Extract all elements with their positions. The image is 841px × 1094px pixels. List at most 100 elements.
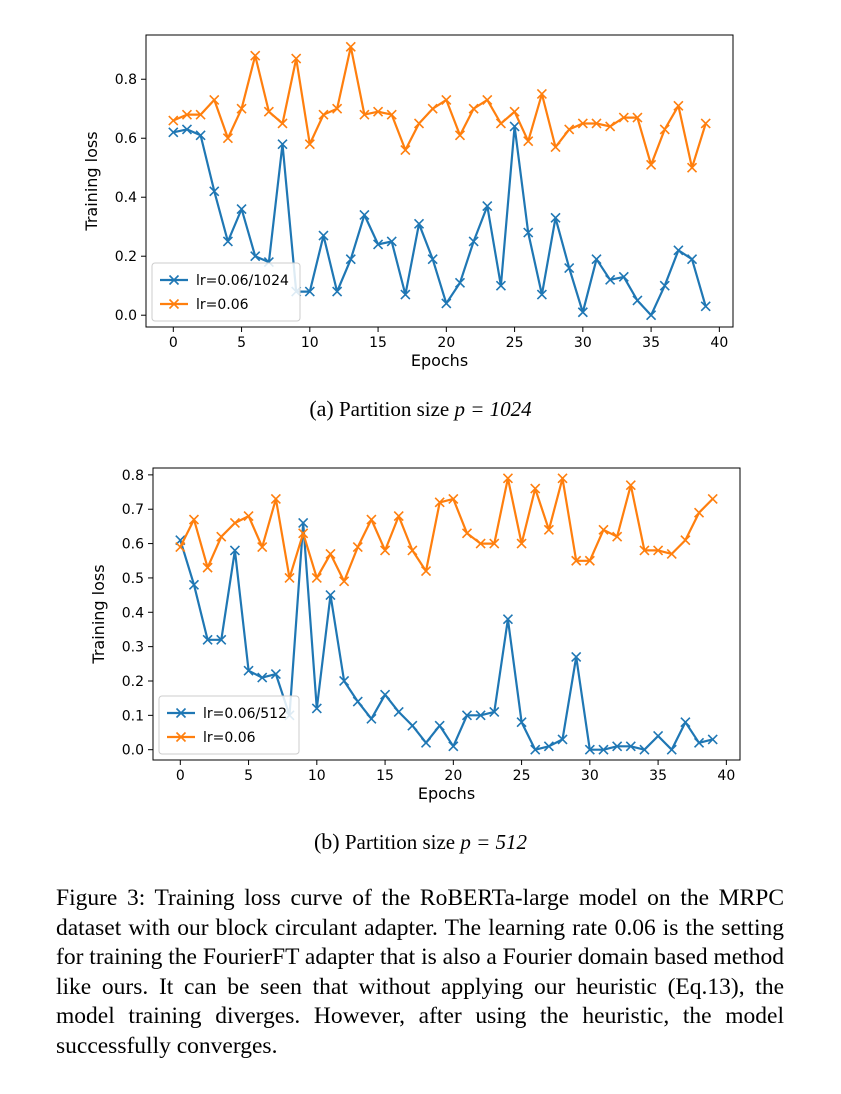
x-tick-label: 15	[376, 768, 394, 784]
data-point-marker	[693, 507, 705, 518]
data-point-marker	[216, 634, 227, 645]
data-point-marker	[646, 310, 657, 321]
data-point-marker	[311, 572, 322, 583]
data-point-marker	[482, 201, 493, 212]
data-point-marker	[345, 254, 356, 265]
data-point-marker	[564, 262, 575, 274]
y-tick-label: 0.1	[122, 708, 144, 724]
data-point-marker	[325, 548, 336, 559]
data-point-marker	[557, 734, 568, 745]
data-point-marker	[175, 541, 186, 553]
data-point-marker	[332, 286, 343, 297]
subcaption-b-text: Partition size	[344, 830, 456, 854]
data-point-marker	[530, 744, 541, 755]
data-point-marker	[168, 127, 179, 138]
data-point-marker	[686, 162, 698, 173]
data-point-marker	[680, 717, 691, 728]
subcaption-a-math: p = 1024	[454, 397, 532, 421]
data-point-marker	[618, 112, 629, 123]
data-point-marker	[550, 212, 561, 223]
data-point-marker	[393, 706, 404, 717]
x-tick-label: 0	[176, 768, 185, 784]
data-point-marker	[612, 741, 623, 752]
legend-label: lr=0.06/1024	[196, 273, 289, 289]
data-point-marker	[543, 524, 554, 535]
data-point-marker	[502, 473, 513, 484]
data-point-marker	[366, 514, 377, 525]
data-point-marker	[325, 590, 336, 601]
data-point-marker	[188, 579, 200, 590]
y-tick-label: 0.7	[122, 502, 144, 518]
data-point-marker	[222, 236, 233, 247]
data-point-marker	[352, 541, 363, 553]
x-tick-label: 40	[710, 335, 728, 351]
data-point-marker	[666, 744, 677, 755]
figure-caption: Figure 3: Training loss curve of the RoB…	[56, 885, 784, 1059]
y-tick-label: 0.8	[122, 468, 144, 484]
legend-label: lr=0.06	[196, 297, 249, 313]
data-point-marker	[270, 669, 281, 680]
y-tick-label: 0.0	[122, 743, 144, 759]
data-point-marker	[311, 703, 322, 714]
x-axis-label: Epochs	[411, 351, 468, 370]
series-line-2	[179, 477, 714, 583]
y-tick-label: 0.6	[122, 537, 144, 553]
x-tick-label: 10	[301, 335, 319, 351]
data-point-marker	[181, 124, 193, 135]
plot-frame	[152, 467, 741, 761]
data-point-marker	[427, 103, 438, 114]
data-point-marker	[686, 254, 698, 265]
x-tick-label: 30	[574, 335, 592, 351]
data-point-marker	[475, 538, 486, 549]
data-point-marker	[243, 511, 254, 522]
y-tick-label: 0.4	[122, 605, 144, 621]
y-tick-label: 0.2	[115, 249, 137, 265]
y-tick-label: 0.3	[122, 640, 144, 656]
data-point-marker	[502, 614, 513, 625]
data-point-marker	[263, 106, 274, 117]
data-point-marker	[209, 186, 220, 197]
y-tick-label: 0.2	[122, 674, 144, 690]
data-point-marker	[318, 230, 329, 241]
chart-b-svg: 0 5 10 15 20 25 30 35 40 0.0 0.1 0.2 0.3 0.4 0.5 0.6 0.7…	[89, 467, 741, 803]
data-point-marker	[639, 545, 650, 556]
y-tick-label: 0.0	[115, 308, 137, 324]
data-point-marker	[523, 227, 534, 238]
data-point-marker	[202, 562, 213, 573]
data-point-marker	[352, 696, 363, 707]
y-axis-label: Training loss	[82, 131, 101, 231]
data-point-marker	[707, 734, 718, 745]
data-point-marker	[468, 103, 479, 114]
data-point-marker	[386, 109, 397, 120]
data-point-marker	[332, 103, 343, 114]
data-point-marker	[195, 130, 206, 141]
data-point-marker	[434, 720, 445, 731]
data-point-marker	[339, 576, 350, 587]
subcaption-b: (b) Partition size p = 512	[0, 829, 841, 855]
data-point-marker	[318, 109, 329, 120]
data-point-marker	[243, 665, 254, 676]
data-point-marker	[632, 112, 643, 123]
x-tick-label: 15	[369, 335, 387, 351]
data-point-marker	[475, 710, 486, 721]
data-point-marker	[229, 517, 240, 529]
data-point-marker	[236, 103, 247, 114]
data-point-marker	[584, 555, 595, 566]
data-point-marker	[250, 50, 261, 61]
plot-frame	[145, 34, 734, 328]
data-point-marker	[441, 94, 452, 105]
data-point-marker	[509, 106, 520, 117]
data-point-marker	[612, 531, 623, 542]
data-point-marker	[639, 744, 650, 755]
data-point-marker	[673, 100, 684, 111]
data-point-marker	[380, 689, 391, 700]
data-point-marker	[509, 121, 520, 132]
y-tick-label: 0.4	[115, 190, 137, 206]
data-point-marker	[298, 528, 309, 539]
legend-box	[158, 695, 300, 755]
data-point-marker	[195, 109, 206, 120]
data-point-marker	[291, 53, 302, 64]
x-tick-label: 0	[169, 335, 178, 351]
subcaption-b-math: p = 512	[460, 830, 528, 854]
data-point-marker	[339, 675, 350, 687]
